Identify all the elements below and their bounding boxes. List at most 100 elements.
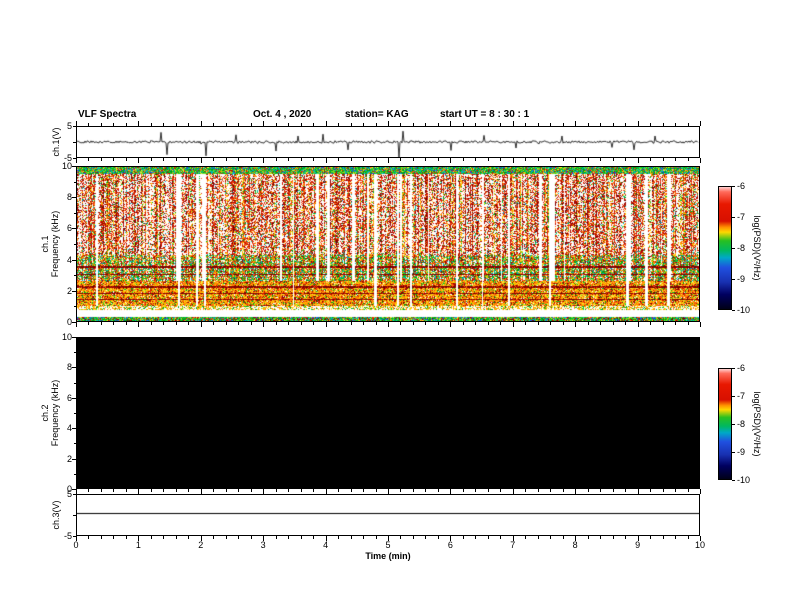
x-axis-tick bbox=[113, 536, 115, 539]
x-axis-tick bbox=[350, 123, 352, 126]
x-tick-label: 2 bbox=[198, 540, 204, 550]
x-axis-tick bbox=[400, 536, 402, 539]
x-axis-tick bbox=[637, 489, 639, 494]
x-axis-tick bbox=[275, 158, 277, 161]
x-axis-tick bbox=[475, 158, 477, 161]
figure-title: VLF Spectra bbox=[78, 109, 137, 120]
x-axis-label: Time (min) bbox=[365, 551, 411, 561]
x-axis-tick bbox=[88, 489, 90, 492]
x-axis-tick bbox=[200, 158, 202, 163]
x-axis-tick bbox=[425, 322, 427, 325]
x-axis-tick bbox=[562, 322, 564, 325]
y-tick-label: 2 bbox=[66, 453, 72, 464]
x-axis-tick bbox=[288, 123, 290, 126]
x-axis-tick bbox=[600, 123, 602, 126]
y-tick-label: 10 bbox=[61, 332, 72, 342]
x-axis-tick bbox=[225, 158, 227, 161]
x-axis-tick bbox=[375, 123, 377, 126]
ch1-spectrogram-frequency-label: Frequency (kHz) bbox=[50, 210, 60, 278]
x-axis-tick bbox=[125, 123, 127, 126]
x-axis-tick bbox=[600, 489, 602, 492]
x-axis-tick bbox=[550, 123, 552, 126]
x-tick-label: 5 bbox=[385, 540, 391, 550]
x-axis-tick bbox=[537, 489, 539, 492]
header-station: station= KAG bbox=[345, 109, 409, 120]
x-axis-tick bbox=[487, 158, 489, 161]
ch1-spectrogram bbox=[77, 167, 699, 321]
x-axis-tick bbox=[88, 536, 90, 539]
x-axis-tick bbox=[338, 158, 340, 161]
x-tick-label: 8 bbox=[572, 540, 578, 550]
x-axis-tick bbox=[412, 322, 414, 325]
x-axis-tick bbox=[313, 536, 315, 539]
x-axis-tick bbox=[512, 121, 514, 126]
x-axis-tick bbox=[412, 536, 414, 539]
x-axis-tick bbox=[388, 322, 389, 327]
x-axis-tick bbox=[375, 489, 377, 492]
x-axis-tick bbox=[363, 536, 365, 539]
colorbar-tick bbox=[732, 279, 735, 280]
x-axis-tick bbox=[138, 158, 140, 163]
x-axis-tick bbox=[475, 536, 477, 539]
x-axis-tick bbox=[288, 158, 290, 161]
x-axis-tick bbox=[612, 158, 614, 161]
x-axis-tick bbox=[400, 489, 402, 492]
ch1-spectrogram-panel bbox=[76, 166, 700, 322]
x-tick-label: 6 bbox=[447, 540, 453, 550]
x-axis-tick bbox=[325, 489, 327, 494]
x-axis-tick bbox=[687, 158, 689, 161]
x-axis-tick bbox=[600, 536, 602, 539]
y-axis-tick bbox=[72, 458, 76, 460]
x-axis-tick bbox=[425, 536, 427, 539]
x-axis-tick bbox=[687, 322, 689, 325]
x-axis-tick bbox=[537, 158, 539, 161]
ch2-spectrogram-frequency-label: Frequency (kHz) bbox=[50, 379, 60, 447]
colorbar-2 bbox=[718, 368, 732, 480]
x-axis-tick bbox=[700, 489, 701, 494]
y-axis-tick bbox=[72, 259, 76, 261]
x-axis-tick bbox=[125, 322, 127, 325]
x-axis-tick bbox=[475, 322, 477, 325]
x-axis-tick bbox=[575, 536, 577, 541]
x-axis-tick bbox=[525, 322, 527, 325]
colorbar-tick-label: -9 bbox=[737, 274, 746, 284]
x-axis-tick bbox=[225, 322, 227, 325]
x-axis-tick bbox=[437, 123, 439, 126]
x-axis-tick bbox=[175, 158, 177, 161]
x-axis-tick bbox=[462, 536, 464, 539]
y-axis-tick bbox=[72, 322, 76, 323]
colorbar-tick-label: -7 bbox=[737, 391, 746, 401]
x-axis-tick bbox=[675, 123, 677, 126]
x-axis-tick bbox=[250, 536, 252, 539]
x-axis-tick bbox=[450, 536, 452, 541]
x-axis-tick bbox=[550, 158, 552, 161]
x-axis-tick bbox=[250, 123, 252, 126]
y-tick-label: 4 bbox=[66, 423, 72, 434]
x-tick-label: 3 bbox=[260, 540, 266, 550]
x-axis-tick bbox=[350, 158, 352, 161]
y-axis-tick bbox=[72, 197, 76, 199]
x-axis-tick bbox=[125, 489, 127, 492]
x-axis-tick bbox=[662, 322, 664, 325]
y-axis-tick bbox=[72, 489, 76, 490]
x-axis-tick bbox=[637, 536, 639, 541]
x-axis-tick bbox=[188, 322, 190, 325]
x-axis-tick bbox=[612, 489, 614, 492]
x-axis-tick bbox=[700, 536, 701, 541]
x-axis-tick bbox=[363, 123, 365, 126]
y-axis-tick bbox=[73, 515, 76, 516]
x-axis-tick bbox=[525, 536, 527, 539]
y-axis-tick bbox=[72, 166, 76, 167]
x-axis-tick bbox=[163, 489, 165, 492]
x-axis-tick bbox=[437, 158, 439, 161]
x-axis-tick bbox=[338, 322, 340, 325]
x-axis-tick bbox=[350, 489, 352, 492]
x-axis-tick bbox=[575, 322, 577, 327]
x-axis-tick bbox=[462, 489, 464, 492]
x-axis-tick bbox=[425, 123, 427, 126]
ch3-voltage-panel bbox=[76, 494, 700, 536]
x-axis-tick bbox=[662, 536, 664, 539]
colorbar-tick-label: -9 bbox=[737, 447, 746, 457]
x-axis-tick bbox=[125, 536, 127, 539]
x-axis-tick bbox=[550, 489, 552, 492]
